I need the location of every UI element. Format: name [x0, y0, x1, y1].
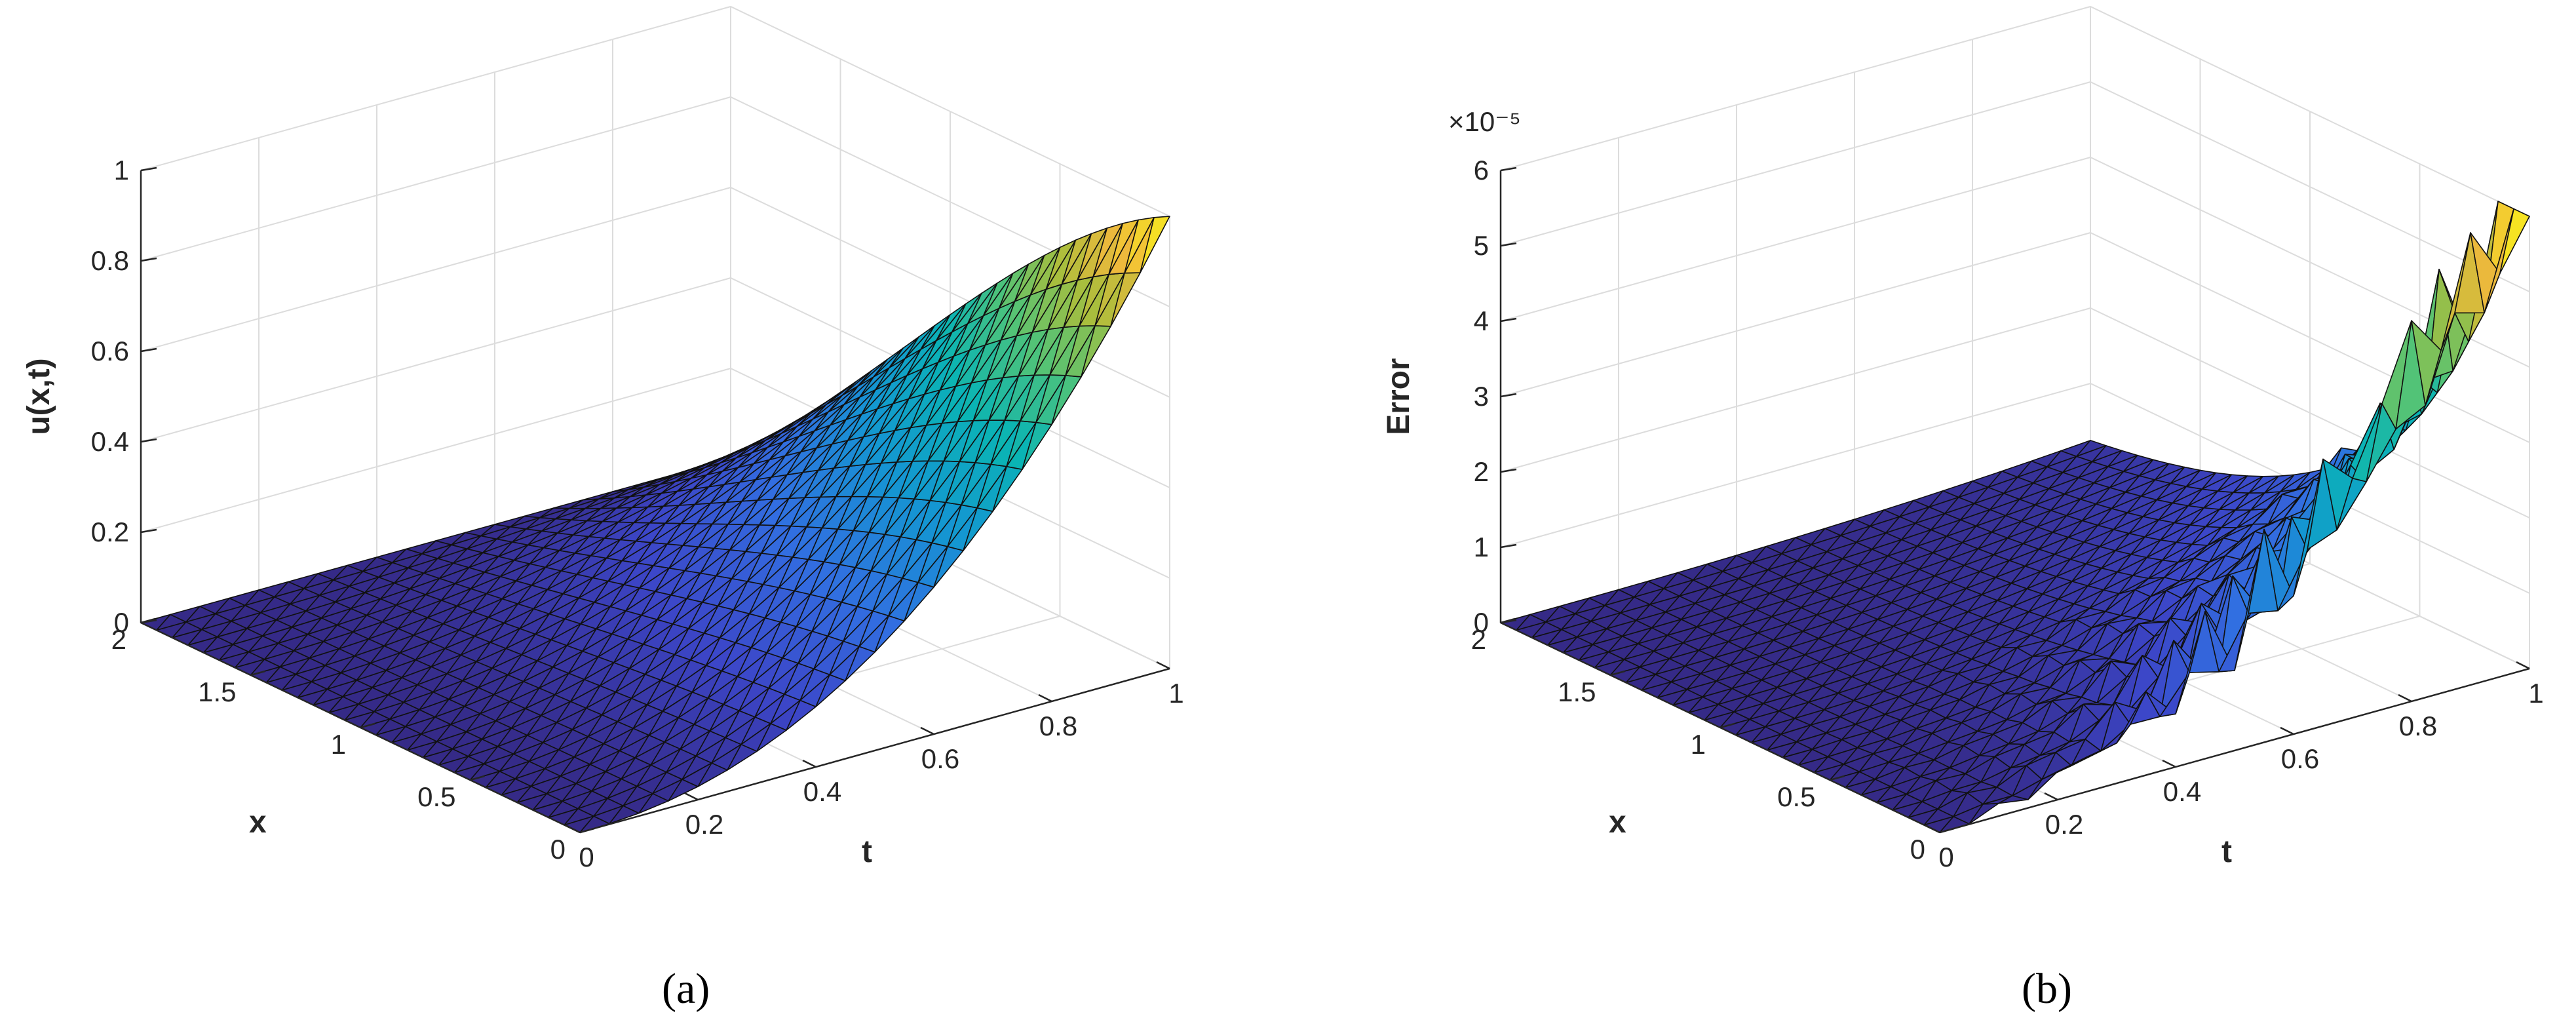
- t-tick-label: 1: [1168, 678, 1183, 709]
- z-tick: [140, 438, 157, 443]
- t-tick: [2044, 792, 2058, 801]
- t-tick: [920, 726, 934, 735]
- x-tick: [360, 722, 375, 729]
- x-tick-label: 2: [1471, 624, 1486, 655]
- x-tick-label: 1.5: [1558, 676, 1596, 707]
- surface-b: [1500, 201, 2530, 833]
- x-tick: [470, 775, 485, 781]
- t-axis-label-a: t: [862, 834, 872, 869]
- z-tick: [140, 257, 157, 262]
- x-tick: [1830, 775, 1845, 781]
- z-tick-label: 0: [114, 607, 129, 638]
- z-exponent-b: ×10⁻⁵: [1448, 106, 1521, 137]
- t-tick: [802, 759, 817, 768]
- t-tick: [566, 825, 581, 834]
- z-tick-label: 1: [1474, 532, 1489, 562]
- x-tick-label: 1: [1691, 729, 1706, 760]
- t-axis-label-b: t: [2221, 834, 2232, 869]
- x-tick: [579, 827, 595, 834]
- z-tick-label: 0.2: [91, 517, 129, 547]
- surface-a: [140, 216, 1170, 833]
- z-tick: [140, 619, 157, 624]
- t-axis-line: [579, 667, 1170, 834]
- z-tick: [1500, 166, 1517, 172]
- z-tick: [1500, 619, 1517, 624]
- t-tick: [1038, 694, 1052, 703]
- x-tick-label: 0.5: [417, 781, 455, 812]
- z-tick-label: 4: [1474, 305, 1489, 336]
- z-tick: [1500, 468, 1517, 473]
- t-tick-label: 0: [579, 842, 594, 872]
- z-tick: [1500, 393, 1517, 398]
- z-tick-label: 0.4: [91, 426, 129, 457]
- surface-facet: [1140, 216, 1170, 273]
- x-axis-label-b: x: [1609, 805, 1626, 840]
- x-tick-label: 0: [550, 834, 566, 865]
- z-tick-label: 3: [1474, 381, 1489, 412]
- x-tick: [250, 670, 265, 676]
- t-tick: [2516, 661, 2530, 670]
- t-tick: [1926, 825, 1940, 834]
- x-tick: [1610, 670, 1625, 676]
- z-tick-label: 0.8: [91, 245, 129, 276]
- x-tick-label: 0.5: [1777, 781, 1815, 812]
- z-axis-label-b: Error: [1381, 358, 1416, 435]
- z-gridline: [1500, 231, 2530, 443]
- z-tick-label: 1: [114, 155, 129, 186]
- z-tick: [140, 528, 157, 534]
- caption-b: (b): [2022, 965, 2072, 1013]
- x-tick: [1720, 722, 1735, 729]
- x-tick-label: 2: [111, 624, 126, 655]
- x-tick-label: 1: [331, 729, 346, 760]
- z-tick-label: 0: [1474, 607, 1489, 638]
- t-tick-label: 0.6: [921, 743, 959, 774]
- t-tick: [684, 792, 699, 801]
- t-tick-label: 1: [2528, 678, 2543, 709]
- z-gridline: [1500, 156, 2530, 368]
- t-tick-label: 0.4: [2163, 776, 2201, 807]
- z-gridline: [1500, 5, 2530, 217]
- z-axis-label-a: u(x,t): [22, 358, 56, 435]
- t-tick-label: 0.4: [803, 776, 841, 807]
- t-tick-label: 0.8: [2399, 711, 2437, 741]
- z-tick-label: 5: [1474, 230, 1489, 261]
- surface-facet: [2499, 208, 2530, 274]
- x-tick: [1939, 827, 1955, 834]
- t-tick: [2398, 694, 2412, 703]
- t-tick-label: 0.8: [1039, 711, 1077, 741]
- z-tick-label: 0.6: [91, 336, 129, 366]
- z-tick: [140, 166, 157, 172]
- t-tick: [1156, 661, 1170, 670]
- x-tick-label: 1.5: [198, 676, 236, 707]
- t-tick: [2280, 726, 2294, 735]
- t-tick-label: 0.2: [685, 809, 723, 840]
- z-tick-label: 6: [1474, 155, 1489, 186]
- z-tick: [140, 347, 157, 353]
- t-tick-label: 0.6: [2281, 743, 2319, 774]
- x-tick-label: 0: [1910, 834, 1925, 865]
- t-tick-label: 0.2: [2045, 809, 2083, 840]
- z-tick: [1500, 317, 1517, 322]
- t-axis-line: [1939, 667, 2530, 834]
- z-gridline: [1500, 81, 2530, 292]
- z-tick-label: 2: [1474, 456, 1489, 487]
- caption-a: (a): [662, 965, 710, 1013]
- t-tick-label: 0: [1938, 842, 1953, 872]
- z-tick: [1500, 543, 1517, 549]
- z-tick: [1500, 242, 1517, 247]
- t-tick: [2162, 759, 2176, 768]
- x-axis-label-a: x: [249, 805, 267, 840]
- z-gridline: [140, 5, 1170, 217]
